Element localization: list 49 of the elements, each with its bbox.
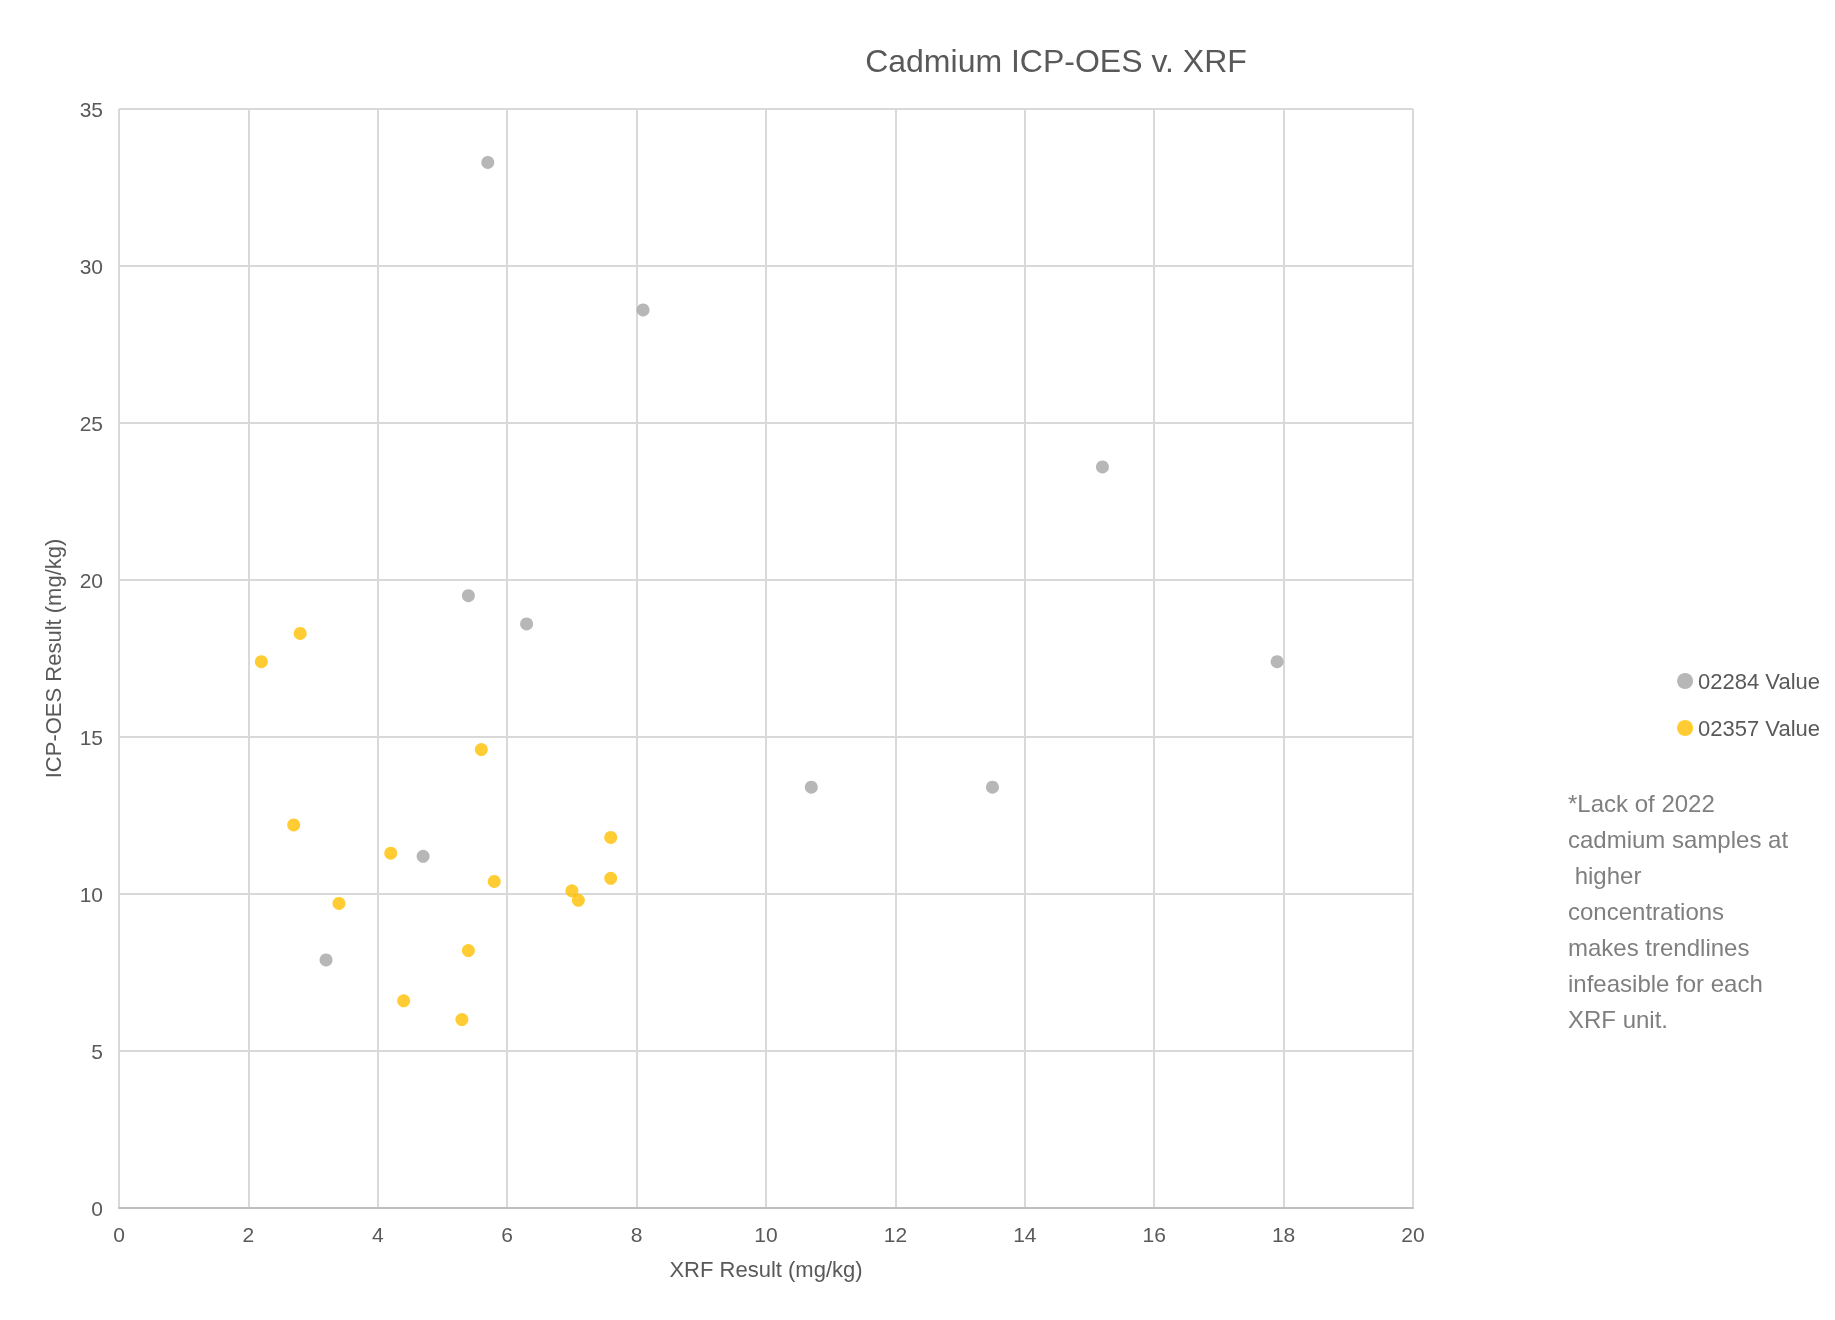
point (604, 830, 618, 844)
y-tick-label: 5 (91, 1039, 103, 1063)
x-tick-label: 0 (113, 1223, 125, 1246)
y-tick-label: 10 (79, 882, 103, 906)
point (481, 155, 495, 169)
point (332, 896, 346, 910)
point (565, 884, 579, 898)
x-axis-title: XRF Result (mg/kg) (669, 1256, 863, 1282)
point (416, 849, 430, 863)
point (254, 655, 268, 669)
point (520, 617, 534, 631)
x-tick-label: 14 (1013, 1223, 1037, 1246)
y-tick-label: 20 (79, 568, 103, 592)
legend-label: 02284 Value (1698, 668, 1821, 694)
point (487, 874, 501, 888)
y-tick-label: 15 (79, 725, 103, 749)
y-tick-label: 30 (79, 254, 103, 278)
y-tick-label: 35 (79, 97, 103, 121)
x-tick-label: 12 (883, 1223, 908, 1246)
x-tick-label: 10 (754, 1223, 778, 1246)
point (287, 818, 301, 832)
point (461, 944, 475, 958)
point (384, 846, 398, 860)
x-tick-label: 18 (1271, 1223, 1296, 1246)
legend-label: 02357 Value (1698, 715, 1821, 741)
point (455, 1013, 469, 1027)
point (604, 871, 618, 885)
point (319, 953, 333, 967)
point (636, 303, 650, 317)
point (474, 743, 488, 757)
point (461, 589, 475, 603)
x-tick-label: 20 (1401, 1223, 1425, 1246)
y-tick-label: 0 (91, 1196, 103, 1220)
x-tick-label: 16 (1142, 1223, 1166, 1246)
point (397, 994, 411, 1008)
y-tick-label: 25 (79, 411, 103, 435)
y-axis-title: ICP-OES Result (mg/kg) (40, 538, 66, 779)
chart-title: Cadmium ICP-OES v. XRF (865, 43, 1247, 79)
point (571, 893, 585, 907)
point (1270, 655, 1284, 669)
x-tick-label: 4 (371, 1223, 384, 1246)
text: *Lack of 2022 cadmium samples at higher concentrations makes trendlines infeasible for each XRF unit. (1568, 789, 1789, 1033)
point (804, 780, 818, 794)
x-tick-label: 8 (630, 1223, 643, 1246)
point (985, 780, 999, 794)
x-tick-label: 2 (242, 1223, 255, 1246)
x-tick-label: 6 (501, 1223, 514, 1246)
point (1095, 460, 1109, 474)
point (293, 626, 307, 640)
